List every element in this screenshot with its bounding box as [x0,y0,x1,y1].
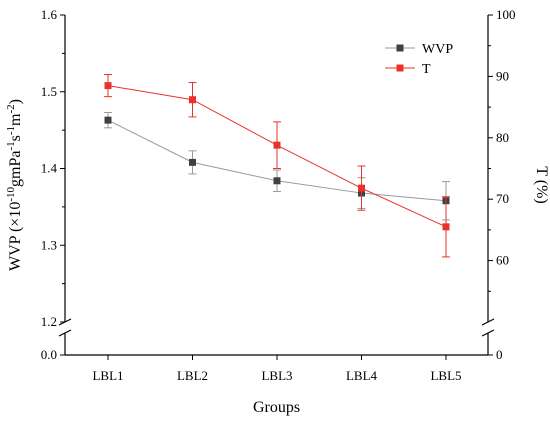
data-point-WVP [189,158,196,166]
left-y-axis-title-mid: gmPa [7,151,24,187]
left-y-axis-title-exp1: -10 [5,187,17,202]
data-point-WVP [104,116,112,124]
right-y-axis-title: T (%) [533,166,550,203]
left-tick-label: 1.3 [41,237,57,252]
left-tick-label: 1.6 [41,7,58,22]
ticks: 1.2 1.3 1.4 1.5 1.6 0.0 60 70 80 90 100 0 LBL1 LBL2 LB… [41,7,516,383]
data-point-T [189,96,196,104]
left-y-axis-title-base: WVP (×10 [7,202,24,271]
x-tick-label: LBL1 [92,368,123,383]
data-point-WVP [273,177,281,185]
left-y-axis-title-exp4: -2 [5,104,17,113]
x-tick-label: LBL5 [430,368,461,383]
left-tick-label: 0.0 [41,347,57,362]
right-tick-label: 90 [496,68,509,83]
left-y-axis-title: WVP (×10-10gmPa-1s-1m-2) [5,99,24,271]
left-tick-label: 1.5 [41,84,57,99]
left-y-axis-title-exp2: -1 [5,141,17,150]
right-tick-label: 80 [496,130,509,145]
x-tick-label: LBL3 [261,368,292,383]
axis-titles: Groups WVP (×10-10gmPa-1s-1m-2) T (%) [5,99,550,416]
legend: WVP T [385,42,453,77]
x-tick-label: LBL2 [177,368,208,383]
legend-label-WVP: WVP [422,42,453,57]
x-tick-label: LBL4 [346,368,378,383]
data-point-T [273,141,281,149]
legend-label-T: T [422,62,431,77]
right-tick-label: 70 [496,191,509,206]
left-y-axis-title-close: ) [7,99,24,104]
data-point-T [358,184,365,192]
left-y-axis-title-s: s [7,135,24,141]
legend-marker-WVP [396,44,404,52]
left-y-axis-title-m: m [7,113,24,126]
right-axis-break-mark-1 [481,318,495,326]
left-tick-label: 1.4 [41,161,58,176]
right-axis-break-mark-2 [481,329,495,337]
left-axis-break-mark-2 [58,329,72,337]
right-tick-label: 0 [496,347,503,362]
left-tick-label: 1.2 [41,314,57,329]
right-tick-label: 100 [496,7,516,22]
series-layer [104,74,450,258]
left-y-axis-title-exp3: -1 [5,126,17,135]
right-tick-label: 60 [496,253,509,268]
legend-marker-T [396,64,404,72]
data-point-T [442,223,450,231]
data-point-T [104,82,112,90]
x-axis-title: Groups [253,399,300,416]
